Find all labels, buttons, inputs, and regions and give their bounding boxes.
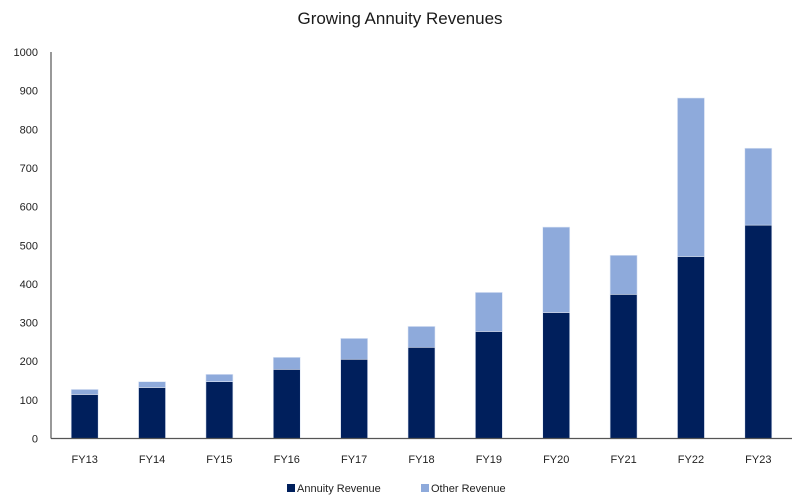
- y-tick-label: 600: [20, 202, 38, 214]
- y-tick-label: 900: [20, 86, 38, 98]
- y-tick-label: 500: [20, 240, 38, 252]
- x-tick-label: FY14: [139, 454, 165, 466]
- x-tick-label: FY17: [341, 454, 367, 466]
- x-tick-label: FY20: [543, 454, 569, 466]
- y-tick-label: 300: [20, 318, 38, 330]
- legend-swatch-other: [421, 484, 429, 492]
- legend-swatch-annuity: [287, 484, 295, 492]
- bar-annuity-revenue: [70, 394, 99, 439]
- bar-annuity-revenue: [744, 224, 773, 439]
- bar-other-revenue: [609, 254, 638, 295]
- y-tick-label: 400: [20, 279, 38, 291]
- bar-other-revenue: [677, 97, 705, 257]
- bar-other-revenue: [340, 338, 368, 360]
- bar-annuity-revenue: [340, 358, 368, 439]
- bar-other-revenue: [138, 381, 166, 388]
- x-tick-label: FY15: [206, 454, 232, 466]
- x-tick-label: FY21: [610, 454, 636, 466]
- bar-other-revenue: [542, 226, 571, 313]
- x-tick-label: FY13: [72, 454, 98, 466]
- y-tick-label: 100: [20, 395, 38, 407]
- chart-title: Growing Annuity Revenues: [297, 9, 502, 28]
- bar-other-revenue: [407, 326, 436, 348]
- x-tick-label: FY23: [745, 454, 771, 466]
- legend: Annuity Revenue Other Revenue: [287, 483, 506, 495]
- bars: [70, 97, 773, 439]
- bar-annuity-revenue: [542, 312, 571, 439]
- bar-annuity-revenue: [609, 294, 638, 439]
- y-tick-label: 0: [32, 434, 38, 446]
- bar-other-revenue: [70, 389, 99, 395]
- bar-other-revenue: [205, 374, 234, 382]
- bar-annuity-revenue: [205, 381, 234, 439]
- x-tick-label: FY19: [476, 454, 502, 466]
- y-tick-label: 700: [20, 163, 38, 175]
- bar-annuity-revenue: [407, 346, 436, 439]
- x-tick-label: FY22: [678, 454, 704, 466]
- y-tick-label: 200: [20, 356, 38, 368]
- y-tick-label: 800: [20, 124, 38, 136]
- x-tick-label: FY16: [274, 454, 300, 466]
- x-axis-labels: FY13 FY14 FY15 FY16 FY17 FY18 FY19 FY20 FY21 FY22…: [72, 454, 772, 466]
- x-tick-label: FY18: [408, 454, 434, 466]
- legend-label-other: Other Revenue: [431, 483, 506, 495]
- bar-annuity-revenue: [272, 369, 301, 439]
- bar-annuity-revenue: [475, 331, 503, 439]
- bar-other-revenue: [475, 292, 503, 332]
- bar-annuity-revenue: [138, 387, 166, 439]
- y-tick-label: 1000: [14, 47, 38, 59]
- y-axis-ticks: 0 100 200 300 400 500 600 700 800 900 1000: [14, 47, 38, 446]
- bar-other-revenue: [272, 357, 301, 370]
- legend-label-annuity: Annuity Revenue: [297, 483, 381, 495]
- bar-annuity-revenue: [677, 256, 705, 439]
- bar-other-revenue: [744, 147, 773, 226]
